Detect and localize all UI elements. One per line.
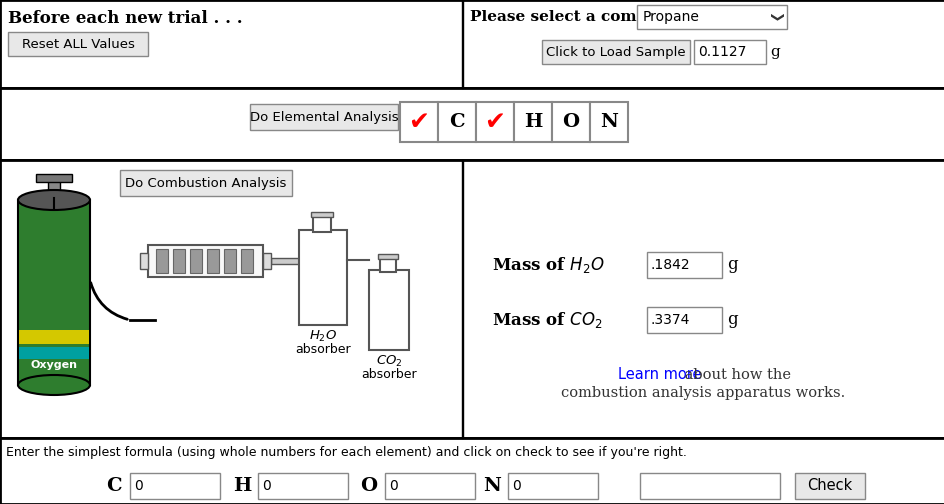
- Bar: [437, 102, 476, 142]
- Bar: [384, 473, 475, 499]
- Text: 0: 0: [261, 479, 271, 493]
- Bar: [379, 256, 396, 272]
- Text: O: O: [562, 113, 579, 131]
- Bar: [130, 473, 220, 499]
- Ellipse shape: [18, 190, 90, 210]
- Bar: [156, 249, 168, 273]
- Bar: [0, 88, 944, 160]
- Text: Propane: Propane: [642, 10, 700, 24]
- Text: ✔: ✔: [484, 110, 505, 134]
- Bar: [378, 254, 397, 259]
- Text: N: N: [599, 113, 617, 131]
- Text: combustion analysis apparatus works.: combustion analysis apparatus works.: [561, 386, 844, 400]
- Text: about how the: about how the: [680, 368, 790, 382]
- Text: Click to Load Sample: Click to Load Sample: [546, 45, 685, 58]
- Bar: [647, 252, 721, 278]
- Bar: [140, 253, 148, 269]
- Text: C: C: [448, 113, 464, 131]
- Text: Check: Check: [806, 478, 851, 493]
- Bar: [476, 102, 514, 142]
- Text: Please select a compound:: Please select a compound:: [469, 10, 695, 24]
- Bar: [19, 347, 89, 359]
- Bar: [794, 473, 864, 499]
- Text: Learn more: Learn more: [617, 367, 700, 383]
- Bar: [207, 249, 219, 273]
- Text: g: g: [726, 311, 737, 329]
- Bar: [148, 245, 262, 277]
- Bar: [241, 249, 253, 273]
- Bar: [399, 102, 437, 142]
- Text: Mass of $H_2O$: Mass of $H_2O$: [492, 255, 611, 275]
- Text: H: H: [523, 113, 542, 131]
- Text: .1842: .1842: [650, 258, 690, 272]
- Text: O: O: [360, 477, 378, 495]
- Ellipse shape: [18, 375, 90, 395]
- Text: Do Combustion Analysis: Do Combustion Analysis: [126, 176, 286, 190]
- Text: 0: 0: [389, 479, 397, 493]
- Bar: [0, 160, 944, 438]
- Bar: [48, 178, 59, 198]
- Bar: [514, 102, 551, 142]
- Text: Enter the simplest formula (using whole numbers for each element) and click on c: Enter the simplest formula (using whole …: [6, 446, 686, 459]
- Bar: [311, 212, 332, 217]
- Text: Reset ALL Values: Reset ALL Values: [22, 37, 134, 50]
- Text: 0.1127: 0.1127: [698, 45, 746, 59]
- Bar: [636, 5, 786, 29]
- Text: g: g: [769, 45, 779, 59]
- Text: absorber: absorber: [295, 343, 350, 356]
- Bar: [18, 200, 90, 385]
- Text: g: g: [726, 257, 737, 274]
- Bar: [508, 473, 598, 499]
- Text: absorber: absorber: [361, 368, 416, 381]
- Bar: [462, 0, 463, 88]
- Bar: [0, 0, 944, 88]
- Text: 0: 0: [512, 479, 520, 493]
- Text: 0: 0: [134, 479, 143, 493]
- Text: ✔: ✔: [408, 110, 429, 134]
- Text: .3374: .3374: [650, 313, 690, 327]
- Bar: [551, 102, 589, 142]
- Bar: [173, 249, 185, 273]
- Bar: [639, 473, 779, 499]
- Bar: [190, 249, 202, 273]
- Bar: [647, 307, 721, 333]
- Bar: [8, 32, 148, 56]
- Text: Do Elemental Analysis: Do Elemental Analysis: [249, 110, 397, 123]
- Bar: [462, 160, 463, 438]
- Text: N: N: [482, 477, 500, 495]
- Bar: [250, 104, 397, 130]
- Bar: [36, 174, 72, 182]
- Text: Before each new trial . . .: Before each new trial . . .: [8, 10, 243, 27]
- Text: $CO_2$: $CO_2$: [376, 354, 402, 369]
- Bar: [271, 258, 298, 264]
- Bar: [19, 330, 89, 344]
- Bar: [0, 438, 944, 504]
- Bar: [120, 170, 292, 196]
- Bar: [258, 473, 347, 499]
- Text: $H_2O$: $H_2O$: [309, 329, 337, 344]
- Bar: [693, 40, 766, 64]
- Bar: [298, 230, 346, 325]
- Bar: [589, 102, 628, 142]
- Bar: [224, 249, 236, 273]
- Bar: [368, 270, 409, 350]
- Bar: [262, 253, 271, 269]
- Text: Οxygen: Οxygen: [30, 360, 77, 370]
- Bar: [542, 40, 689, 64]
- Text: H: H: [232, 477, 251, 495]
- Bar: [312, 214, 330, 232]
- Text: C: C: [106, 477, 122, 495]
- Text: ❯: ❯: [767, 12, 781, 22]
- Text: Mass of $CO_2$: Mass of $CO_2$: [492, 310, 610, 330]
